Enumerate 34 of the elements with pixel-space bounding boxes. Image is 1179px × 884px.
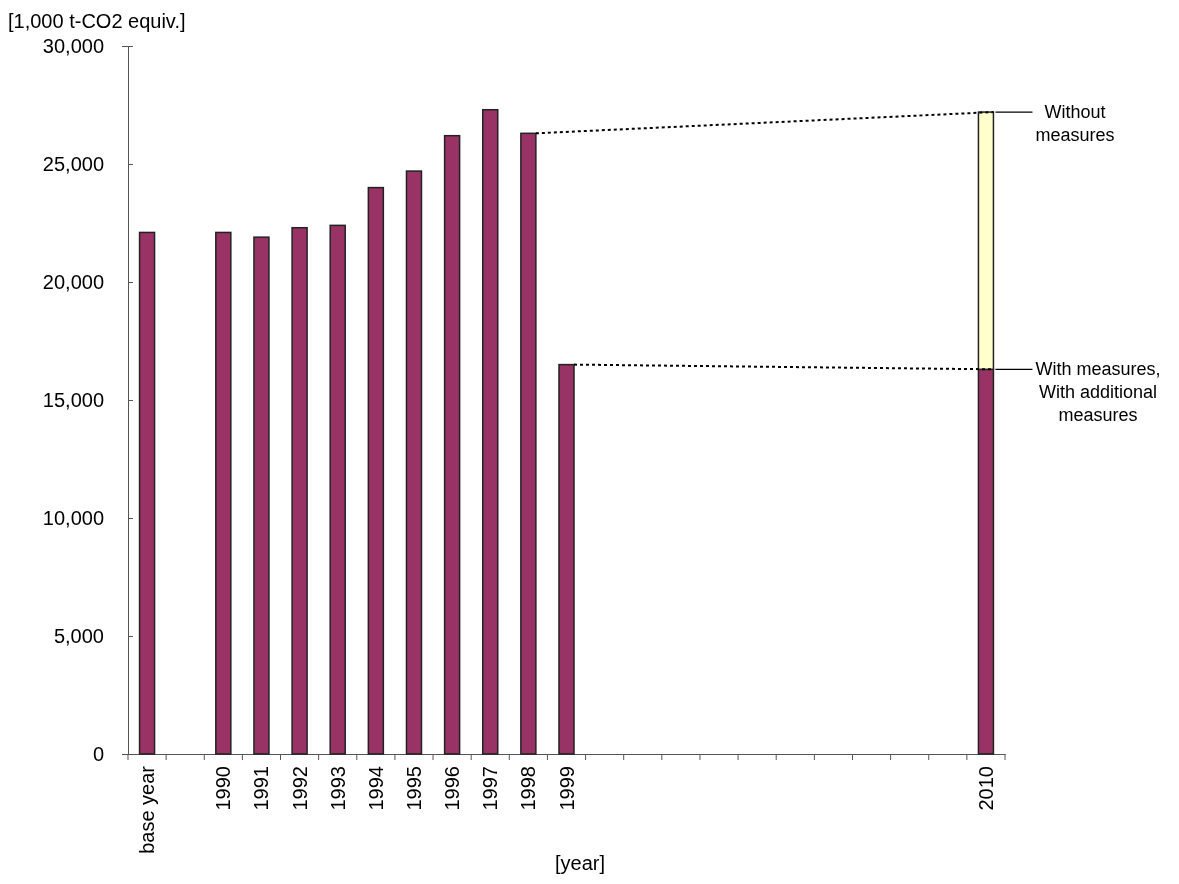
bar: [367, 186, 385, 755]
bar: [558, 363, 575, 755]
bar: [481, 108, 499, 755]
x-tick-label: 2010: [974, 766, 997, 811]
x-tick-label: 1998: [517, 766, 540, 811]
bar: [329, 224, 346, 755]
x-tick-label: 1993: [326, 766, 349, 811]
x-tick-label: 1995: [402, 766, 425, 811]
x-axis-title: [year]: [554, 852, 606, 874]
y-tick-label: 10,000: [42, 506, 104, 529]
annotation: Without measures: [1035, 102, 1115, 146]
bar: [138, 231, 156, 755]
y-tick-label: 30,000: [42, 34, 104, 57]
annotation: With measures, With additional measures: [1035, 359, 1161, 426]
x-tick-label: 1994: [364, 766, 387, 811]
x-tick-label: 1997: [479, 766, 502, 811]
bar: [215, 231, 232, 755]
x-tick-label: 1992: [288, 766, 311, 811]
x-tick-label: 1991: [250, 766, 273, 811]
y-tick-label: 20,000: [42, 270, 104, 293]
bar: [520, 132, 537, 755]
x-tick-label: 1996: [441, 766, 464, 811]
y-tick-label: 5,000: [53, 624, 104, 647]
y-tick-label: 0: [92, 742, 104, 765]
y-axis-title: [1,000 t-CO2 equiv.]: [8, 10, 186, 32]
y-tick-label: 15,000: [42, 388, 104, 411]
bar: [405, 170, 423, 755]
x-tick-label: 1990: [212, 766, 235, 811]
bar: [443, 134, 461, 755]
y-tick-label: 25,000: [42, 152, 104, 175]
bar: [253, 236, 270, 755]
x-tick-label: base year: [136, 765, 159, 854]
x-tick-label: 1999: [555, 766, 578, 811]
bar: [291, 226, 308, 755]
